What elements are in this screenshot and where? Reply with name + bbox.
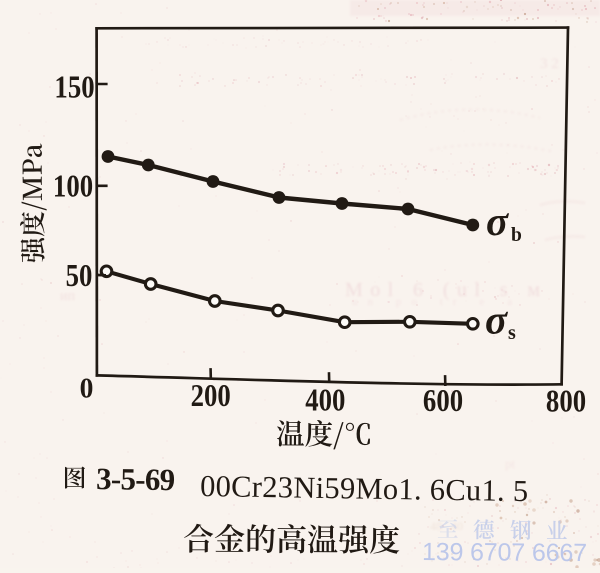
- svg-text:s: s: [508, 322, 516, 344]
- svg-text:00Cr23Ni59Mo1. 6Cu1. 5: 00Cr23Ni59Mo1. 6Cu1. 5: [200, 469, 528, 508]
- svg-text:pt: pt: [505, 456, 516, 471]
- svg-text:400: 400: [305, 384, 345, 418]
- svg-text:100: 100: [53, 170, 93, 204]
- svg-text:0: 0: [80, 373, 94, 405]
- svg-text:σ: σ: [486, 198, 510, 244]
- svg-text:150: 150: [54, 71, 94, 105]
- svg-text:b: b: [511, 225, 522, 246]
- svg-text:139 6707 6667: 139 6707 6667: [422, 538, 587, 567]
- svg-text:800: 800: [546, 385, 586, 419]
- svg-text:600: 600: [423, 384, 463, 418]
- svg-text:σ: σ: [485, 297, 509, 343]
- svg-text:3 2: 3 2: [540, 56, 559, 72]
- svg-text:48 40: 48 40: [430, 519, 463, 533]
- svg-text:ип: ип: [60, 289, 75, 304]
- svg-text:50: 50: [66, 259, 93, 293]
- svg-text:3-5-69: 3-5-69: [96, 461, 176, 497]
- svg-text:200: 200: [191, 379, 231, 413]
